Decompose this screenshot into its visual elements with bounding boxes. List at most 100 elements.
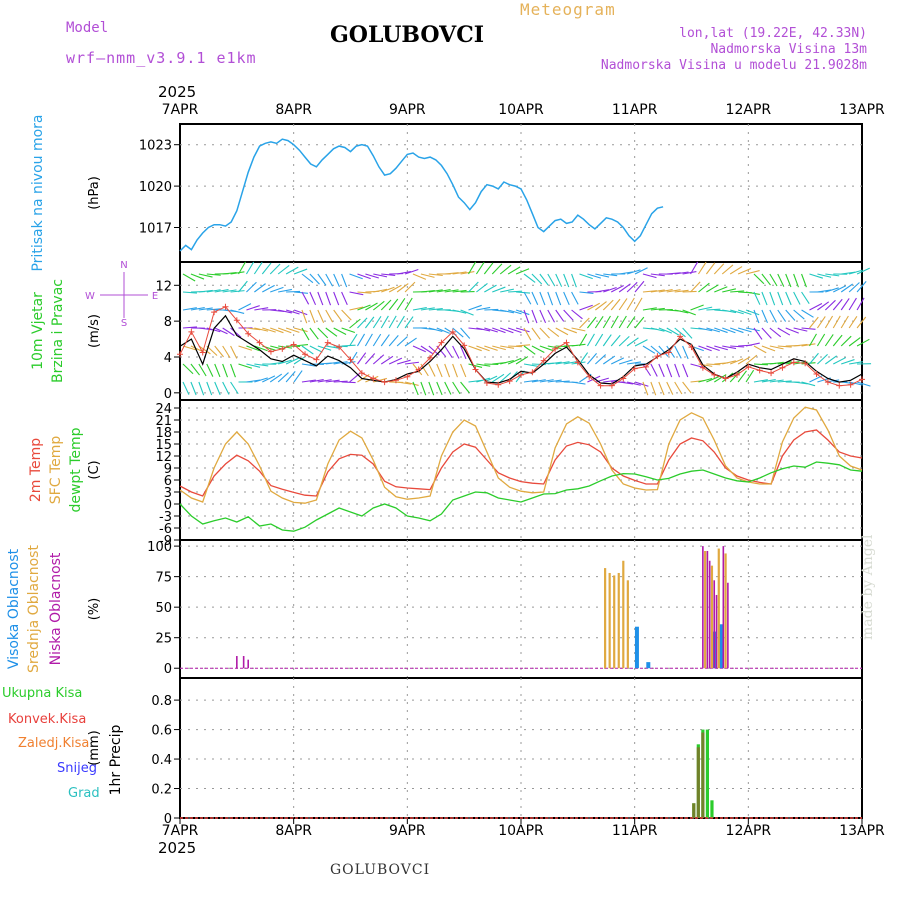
wind-arrow <box>412 307 427 311</box>
wind-arrow <box>230 363 236 378</box>
wind-arrow <box>737 356 751 365</box>
wind-arrow <box>690 261 699 275</box>
legend-graupel: Grad <box>68 786 100 801</box>
wind-arrow <box>269 373 283 383</box>
unit-label: (%) <box>87 598 102 621</box>
wind-arrow <box>856 381 871 387</box>
wind-arrow <box>698 345 712 352</box>
wind-arrow <box>372 300 385 311</box>
wind-arrow <box>253 262 263 275</box>
cloud-title-low: Niska Oblacnost <box>48 552 64 665</box>
wind-arrow <box>293 370 303 383</box>
y-tick-label: 15 <box>155 438 172 453</box>
wind-arrow <box>634 280 645 293</box>
wind-arrow <box>428 327 443 332</box>
wind-arrow <box>730 327 744 334</box>
wind-arrow <box>452 327 464 338</box>
y-tick-label: 50 <box>155 601 172 616</box>
wind-arrow <box>198 307 213 311</box>
wind-arrow <box>293 355 307 365</box>
wind-arrow <box>381 273 396 276</box>
wind-arrow <box>182 273 196 282</box>
y-tick-label: 18 <box>155 426 172 441</box>
wind-arrow <box>801 291 810 305</box>
wind-arrow <box>840 335 852 347</box>
wind-arrow <box>809 352 819 365</box>
wind-arrow <box>428 289 443 293</box>
compass-s: S <box>121 318 127 329</box>
y-tick-label: 3 <box>164 486 172 501</box>
wind-arrow <box>317 291 324 306</box>
wind-arrow <box>269 263 281 275</box>
wind-arrow <box>627 361 642 365</box>
wind-arrow <box>626 297 635 311</box>
wind-arrow <box>730 290 745 293</box>
wind-arrow <box>547 273 556 287</box>
gust-marker <box>608 382 615 389</box>
wind-arrow <box>825 273 840 277</box>
wind-arrow <box>206 289 221 293</box>
wind-arrow <box>420 273 435 278</box>
wind-arrow <box>793 273 799 288</box>
wind-arrow <box>182 363 194 375</box>
wind-arrow <box>674 345 682 359</box>
wind-arrow <box>856 267 870 275</box>
wind-arrow <box>737 267 752 275</box>
wind-arrow <box>404 337 417 347</box>
wind-arrow <box>507 327 522 334</box>
wind-arrow <box>674 289 689 293</box>
wind-arrow <box>817 301 830 311</box>
wind-arrow <box>420 345 433 355</box>
wind-arrow <box>301 327 310 341</box>
wind-arrow <box>698 377 713 383</box>
wind-arrow <box>238 303 252 311</box>
mid-cloud-bar <box>617 572 620 669</box>
wind-arrow <box>809 303 823 311</box>
wind-arrow <box>357 304 371 311</box>
mid-cloud-bar <box>626 580 629 669</box>
wind-arrow <box>666 381 674 395</box>
gust-marker <box>620 375 627 382</box>
gust-marker <box>552 345 559 352</box>
gust-marker <box>768 370 775 377</box>
wind-arrow <box>333 380 348 383</box>
wind-arrow <box>499 372 512 383</box>
wind-arrow <box>365 273 379 279</box>
low-cloud-bar <box>708 560 711 669</box>
wind-arrow-field <box>182 261 872 396</box>
gust-marker <box>574 359 581 366</box>
wind-arrow <box>698 282 710 293</box>
time-label-bottom: 12APR <box>726 823 772 839</box>
wind-arrow <box>420 307 435 311</box>
wind-arrow <box>492 286 506 293</box>
wind-arrow <box>397 381 412 385</box>
gust-marker <box>790 359 797 366</box>
wind-arrow <box>555 273 563 287</box>
temp-title-sfc: SFC Temp <box>48 436 64 505</box>
wind-arrow <box>753 309 760 324</box>
wind-arrow <box>610 334 621 347</box>
wind-arrow <box>483 262 494 275</box>
wind-arrow <box>555 291 562 306</box>
wind-arrow <box>547 361 562 365</box>
wind-arrow <box>293 291 309 294</box>
wind-arrow <box>801 343 816 347</box>
wind-arrow <box>603 287 617 293</box>
wind-arrow <box>730 345 745 348</box>
wind-arrow <box>816 333 826 347</box>
wind-arrow <box>531 309 538 324</box>
wind-arrow <box>809 273 824 279</box>
wind-arrow <box>245 261 255 275</box>
wind-arrow <box>396 298 406 311</box>
wind-arrow <box>198 273 213 278</box>
wind-arrow <box>301 363 316 367</box>
wind-arrow <box>769 291 776 306</box>
wind-arrow <box>499 264 512 275</box>
wind-arrow <box>190 381 197 396</box>
wind-arrow <box>594 333 604 347</box>
wind-arrow <box>325 309 334 323</box>
wind-arrow <box>777 273 785 287</box>
y-tick-label: 6 <box>164 474 172 489</box>
wind-title-2: Brzina i Pravac <box>50 279 66 383</box>
wind-arrow <box>571 309 583 320</box>
